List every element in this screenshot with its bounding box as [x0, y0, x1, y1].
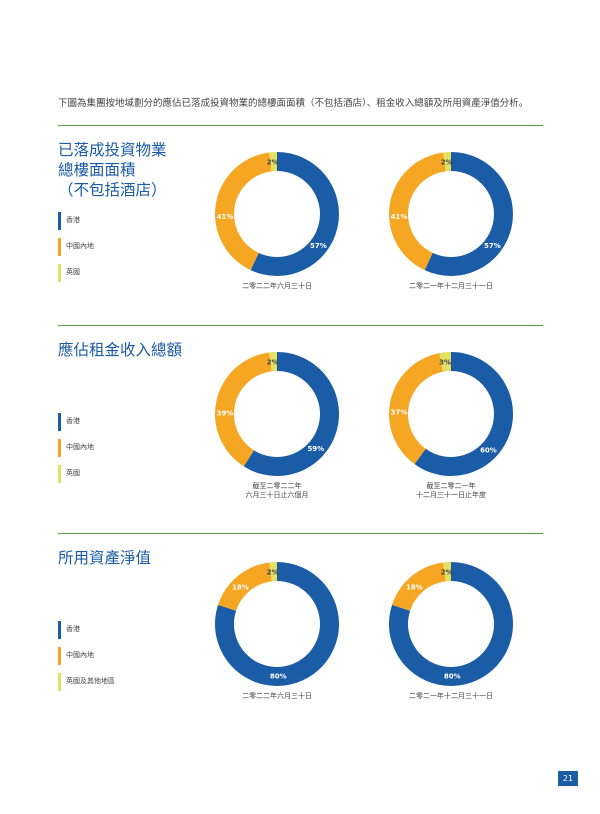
- chart-caption: 十二月三十一日止年度: [416, 490, 486, 499]
- slice-mainland: [218, 562, 272, 611]
- legend-label: 香港: [66, 417, 80, 425]
- slice-hk: [250, 152, 339, 276]
- legend-swatch-uk-other: [58, 673, 61, 691]
- page-number: 21: [558, 771, 578, 786]
- chart-caption: 六月三十日止六個月: [246, 490, 309, 499]
- chart-caption: 二零二二年六月三十日: [242, 281, 312, 290]
- chart-caption: 二零二二年六月三十日: [242, 691, 312, 700]
- legend-swatch-uk: [58, 264, 61, 282]
- legend-swatch-hk: [58, 413, 61, 431]
- legend-label: 中國內地: [66, 242, 94, 250]
- slice-label: 2%: [441, 159, 453, 167]
- slice-label: 18%: [406, 584, 423, 592]
- chart-caption: 二零二一年十二月三十一日: [409, 691, 493, 700]
- legend-label: 香港: [66, 625, 80, 633]
- section-divider: [58, 125, 543, 126]
- slice-uk: [443, 152, 451, 172]
- legend-label: 英國及其他地區: [66, 677, 115, 685]
- slice-label: 60%: [480, 447, 497, 455]
- legend-swatch-hk: [58, 212, 61, 230]
- legend-swatch-uk: [58, 465, 61, 483]
- slice-mainland: [215, 152, 272, 271]
- slice-mainland: [389, 152, 446, 271]
- slice-uk: [269, 562, 277, 582]
- slice-label: 3%: [439, 359, 451, 367]
- slice-hk: [215, 562, 339, 686]
- slice-label: 41%: [217, 213, 234, 221]
- slice-label: 39%: [217, 409, 234, 417]
- slice-label: 2%: [267, 359, 279, 367]
- slice-hk: [424, 152, 513, 276]
- legend-label: 香港: [66, 216, 80, 224]
- chart-caption: 二零二一年十二月三十一日: [409, 281, 493, 290]
- slice-label: 59%: [307, 445, 324, 453]
- chart-caption: 截至二零二一年: [427, 481, 476, 490]
- legend-label: 中國內地: [66, 443, 94, 451]
- section-title-rental: 應佔租金收入總額: [58, 341, 183, 359]
- slice-label: 18%: [232, 584, 249, 592]
- slice-uk: [269, 152, 277, 172]
- section-title-net-assets: 所用資產淨值: [58, 549, 152, 567]
- legend-label: 中國內地: [66, 651, 94, 659]
- legend-swatch-mainland: [58, 439, 61, 457]
- slice-mainland: [389, 353, 443, 465]
- slice-hk: [243, 352, 339, 476]
- slice-label: 2%: [267, 159, 279, 167]
- legend-label: 英國: [66, 268, 80, 276]
- slice-label: 41%: [391, 213, 408, 221]
- section-title-gfa: 已落成投資物業 總樓面面積 （不包括酒店）: [58, 141, 167, 199]
- legend-swatch-hk: [58, 621, 61, 639]
- slice-label: 2%: [267, 569, 279, 577]
- slice-uk: [443, 562, 451, 582]
- section-divider: [58, 533, 543, 534]
- slice-label: 80%: [444, 672, 461, 680]
- intro-text: 下圖為集團按地域劃分的應佔已落成投資物業的總樓面面積（不包括酒店）、租金收入總額…: [58, 98, 529, 109]
- slice-hk: [389, 562, 513, 686]
- slice-mainland: [215, 352, 272, 467]
- donut-pair-net-assets: 80% 18% 2% 二零二二年六月三十日 80% 18% 2% 二零二一年十二月三十一日: [215, 562, 513, 700]
- slice-mainland: [392, 562, 446, 611]
- slice-uk: [439, 352, 451, 372]
- slice-label: 57%: [310, 242, 327, 250]
- slice-label: 80%: [270, 672, 287, 680]
- section-divider: [58, 325, 543, 326]
- slice-label: 57%: [484, 242, 501, 250]
- slice-label: 37%: [391, 409, 408, 417]
- slice-uk: [269, 352, 277, 372]
- legend-swatch-mainland: [58, 238, 61, 256]
- donut-pair-gfa: 57% 41% 2% 二零二二年六月三十日 57% 41% 2% 二零二一年十二月三十一日: [215, 152, 513, 290]
- slice-label: 2%: [441, 569, 453, 577]
- chart-caption: 截至二零二二年: [253, 481, 302, 490]
- legend-swatch-mainland: [58, 647, 61, 665]
- legend-label: 英國: [66, 469, 80, 477]
- slice-hk: [414, 352, 513, 476]
